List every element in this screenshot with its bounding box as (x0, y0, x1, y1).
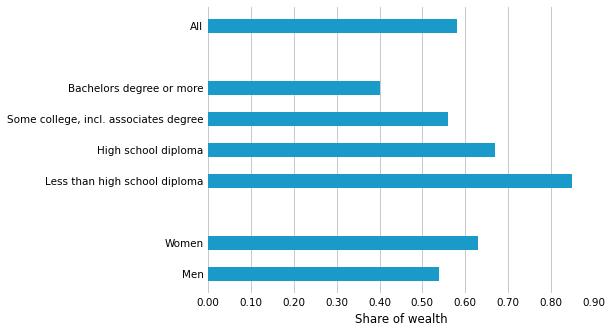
Bar (208, 236, 478, 250)
Bar (208, 112, 448, 126)
Bar (208, 81, 379, 95)
Bar (208, 267, 439, 281)
Bar (208, 174, 572, 188)
Bar (208, 143, 495, 157)
Bar (208, 19, 457, 33)
X-axis label: Share of wealth: Share of wealth (354, 313, 447, 326)
